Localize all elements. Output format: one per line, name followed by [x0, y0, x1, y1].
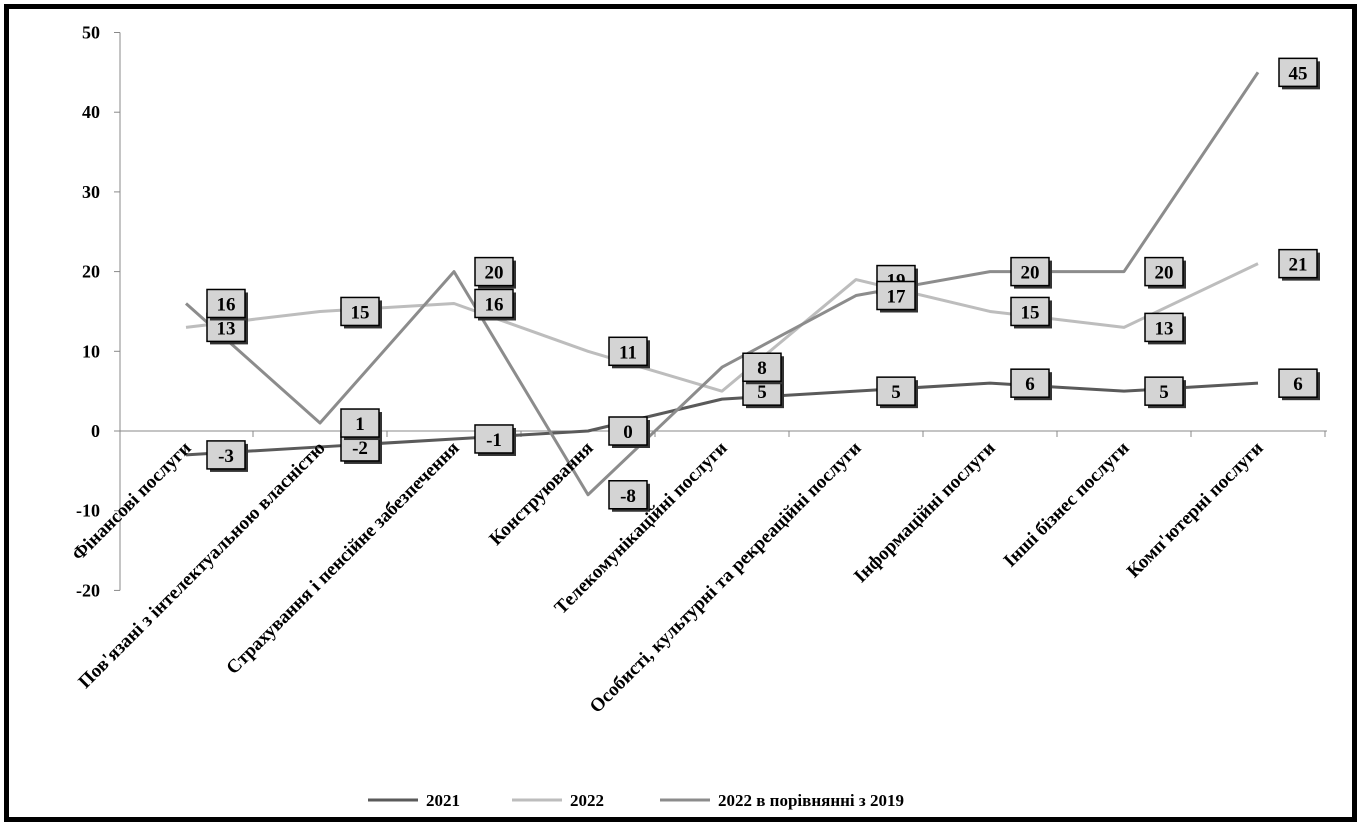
data-label-box	[206, 288, 246, 319]
data-label: -1	[486, 430, 502, 451]
data-label: 11	[619, 342, 637, 363]
x-category-label: Особисті, культурні та рекреаційні послу…	[586, 438, 866, 718]
legend-label: 2022 в порівнянні з 2019	[718, 791, 904, 810]
data-label: 6	[1025, 374, 1035, 395]
x-category-label: Комп'ютерні послуги	[1123, 438, 1268, 583]
data-label-box	[1278, 248, 1318, 279]
y-tick-label: 30	[82, 182, 100, 202]
data-label: 17	[887, 287, 907, 308]
x-category-label: Інші бізнес послуги	[1000, 438, 1134, 572]
data-label-box	[1010, 368, 1050, 398]
data-label: 6	[1293, 374, 1303, 395]
x-category-label: Інформаційні послуги	[850, 438, 999, 587]
data-label: 5	[757, 382, 767, 403]
data-label-box	[1010, 256, 1050, 287]
data-label: 13	[1155, 318, 1174, 339]
y-tick-label: 50	[82, 23, 100, 43]
legend-label: 2021	[426, 791, 460, 810]
data-label-box	[1144, 256, 1184, 287]
data-label-box	[1144, 376, 1184, 406]
data-label: 13	[217, 318, 236, 339]
data-label-box	[1278, 368, 1318, 398]
data-label: 21	[1289, 255, 1308, 276]
data-label: 45	[1289, 63, 1308, 84]
data-label: 20	[485, 263, 504, 284]
data-label: 8	[757, 358, 767, 379]
data-label: 5	[891, 382, 901, 403]
data-label-box	[206, 440, 246, 470]
y-tick-label: -20	[76, 580, 100, 600]
data-label-box	[340, 296, 380, 327]
data-label: 16	[217, 294, 236, 315]
data-label: -3	[218, 446, 234, 467]
data-label-box	[474, 256, 514, 287]
data-label: 16	[485, 294, 504, 315]
data-label: 5	[1159, 382, 1169, 403]
data-label-box	[1278, 57, 1318, 88]
y-tick-label: 20	[82, 262, 100, 282]
data-label: 1	[355, 414, 365, 435]
data-label-box	[608, 336, 648, 367]
data-label-box	[742, 352, 782, 382]
data-label: 15	[351, 302, 370, 323]
data-label-box	[1144, 312, 1184, 343]
chart-frame	[4, 4, 1357, 822]
data-label: 15	[1021, 302, 1040, 323]
data-label-box	[1010, 296, 1050, 327]
data-label-box	[608, 416, 648, 446]
x-category-label: Страхування і пенсійне забезпечення	[222, 438, 463, 679]
x-category-label: Пов'язані з інтелектуальною власністю	[74, 438, 329, 693]
data-label-box	[876, 376, 916, 406]
y-tick-label: 0	[91, 421, 100, 441]
data-label-box	[876, 280, 916, 311]
data-label-box	[340, 408, 380, 438]
data-label: 20	[1021, 263, 1040, 284]
data-label-box	[474, 424, 514, 454]
data-label: 0	[623, 422, 633, 443]
legend-label: 2022	[570, 791, 604, 810]
data-label: 20	[1155, 263, 1174, 284]
y-tick-label: -10	[76, 501, 100, 521]
data-label: -8	[620, 486, 636, 507]
data-label: -2	[352, 438, 368, 459]
series-line-2	[185, 71, 1260, 497]
y-tick-label: 40	[82, 102, 100, 122]
data-label-box	[608, 480, 648, 510]
y-tick-label: 10	[82, 341, 100, 361]
data-label-box	[474, 288, 514, 319]
